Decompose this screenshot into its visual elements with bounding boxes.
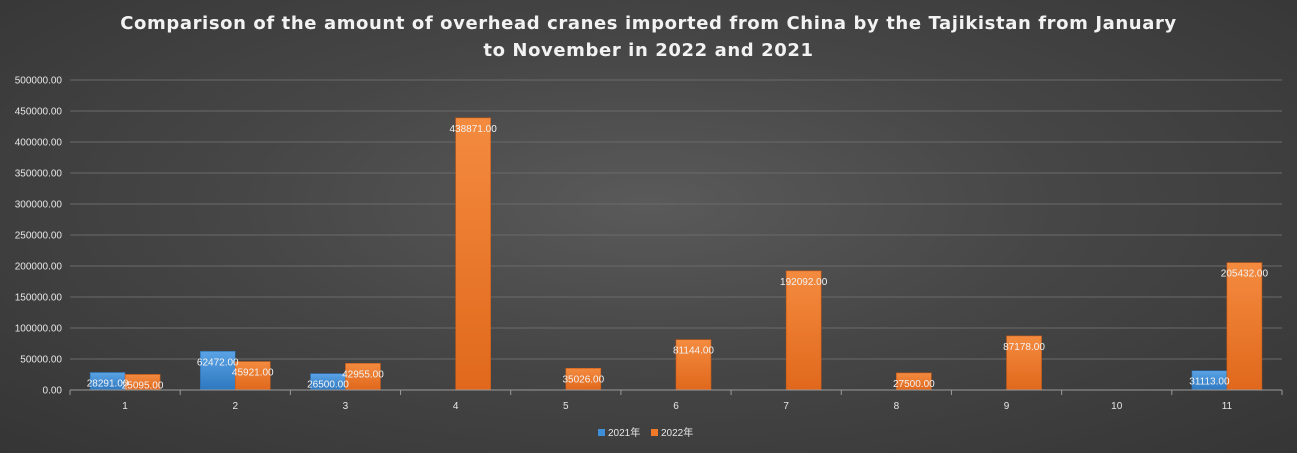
data-label: 45921.00 — [232, 368, 274, 379]
x-tick-label: 7 — [783, 401, 789, 412]
data-label: 27500.00 — [893, 379, 935, 390]
bar-2022-month-11 — [1226, 262, 1263, 391]
bar-2021-month-2 — [199, 350, 236, 391]
data-label: 26500.00 — [307, 380, 349, 391]
x-tick-label: 4 — [453, 401, 459, 412]
x-tick-label: 9 — [1004, 401, 1010, 412]
y-tick-label: 250000.00 — [15, 231, 63, 242]
data-label: 42955.00 — [342, 369, 384, 380]
data-label: 25095.00 — [122, 380, 164, 391]
y-tick-label: 0.00 — [43, 386, 63, 397]
legend-label-0: 2021年 — [608, 426, 640, 439]
data-label: 192092.00 — [780, 277, 828, 288]
data-label: 35026.00 — [562, 374, 604, 385]
bar-2022-month-4 — [455, 117, 491, 391]
x-tick-label: 10 — [1111, 401, 1123, 412]
legend-swatch-0 — [598, 429, 605, 436]
chart-title-line-2: to November in 2022 and 2021 — [483, 40, 814, 61]
chart-title-line-1: Comparison of the amount of overhead cra… — [120, 13, 1177, 34]
x-tick-label: 1 — [122, 401, 128, 412]
y-tick-label: 400000.00 — [15, 138, 63, 149]
data-label: 438871.00 — [449, 124, 497, 135]
data-label: 31113.00 — [1189, 377, 1230, 388]
bar-2022-month-2 — [234, 361, 271, 391]
bar-2022-month-3 — [345, 363, 381, 391]
legend-label-1: 2022年 — [661, 426, 693, 439]
chart-title: Comparison of the amount of overhead cra… — [0, 10, 1297, 64]
x-tick-label: 3 — [343, 401, 349, 412]
y-tick-label: 200000.00 — [15, 262, 63, 273]
y-tick-label: 150000.00 — [15, 293, 63, 304]
x-tick-label: 6 — [673, 401, 679, 412]
bar-2022-month-6 — [675, 339, 712, 391]
data-label: 28291.00 — [87, 378, 129, 389]
legend-swatch-1 — [651, 429, 658, 436]
y-tick-label: 300000.00 — [15, 200, 63, 211]
y-tick-label: 350000.00 — [15, 169, 63, 180]
x-tick-label: 5 — [563, 401, 569, 412]
x-tick-label: 2 — [232, 401, 238, 412]
x-tick-label: 11 — [1222, 401, 1233, 412]
data-label: 81144.00 — [673, 346, 714, 357]
y-tick-label: 50000.00 — [20, 355, 62, 366]
y-tick-label: 450000.00 — [15, 107, 63, 118]
data-label: 87178.00 — [1003, 342, 1045, 353]
bar-2022-month-7 — [785, 270, 822, 391]
data-label: 62472.00 — [197, 357, 239, 368]
bar-2022-month-9 — [1006, 335, 1042, 391]
data-label: 205432.00 — [1221, 269, 1269, 280]
y-tick-label: 100000.00 — [15, 324, 63, 335]
x-tick-label: 8 — [894, 401, 900, 412]
y-tick-label: 500000.00 — [15, 76, 63, 87]
